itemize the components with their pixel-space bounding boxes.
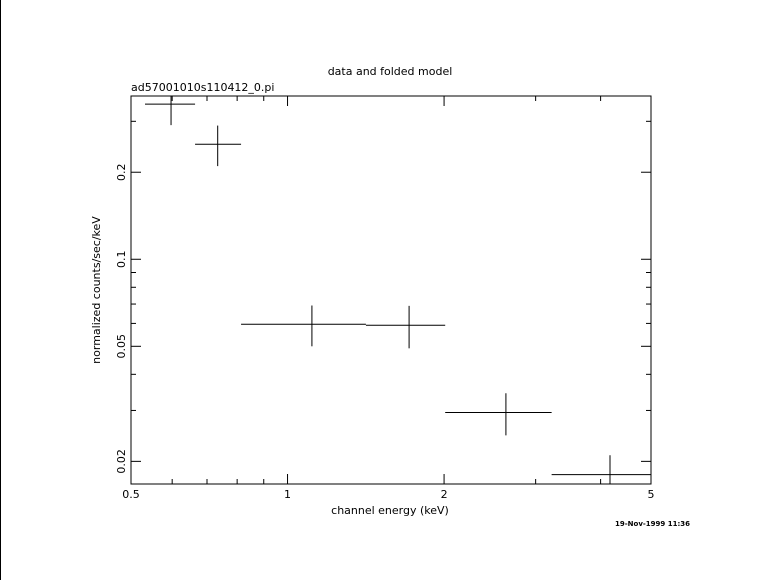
y-tick-label: 0.1 [115, 251, 128, 269]
chart-title: data and folded model [328, 65, 453, 78]
chart-subtitle: ad57001010s110412_0.pi [131, 81, 274, 94]
y-tick-label: 0.02 [115, 449, 128, 474]
plot-area [145, 96, 651, 484]
y-axis-label: normalized counts/sec/keV [90, 216, 103, 364]
x-tick-label: 5 [648, 488, 655, 501]
x-tick-label: 1 [284, 488, 291, 501]
x-tick-label: 2 [441, 488, 448, 501]
y-tick-label: 0.2 [115, 163, 128, 181]
timestamp: 19-Nov-1999 11:36 [615, 520, 690, 528]
x-tick-label: 0.5 [122, 488, 140, 501]
plot-frame [130, 95, 652, 485]
x-axis-label: channel energy (keV) [331, 504, 449, 517]
y-tick-label: 0.05 [115, 334, 128, 359]
